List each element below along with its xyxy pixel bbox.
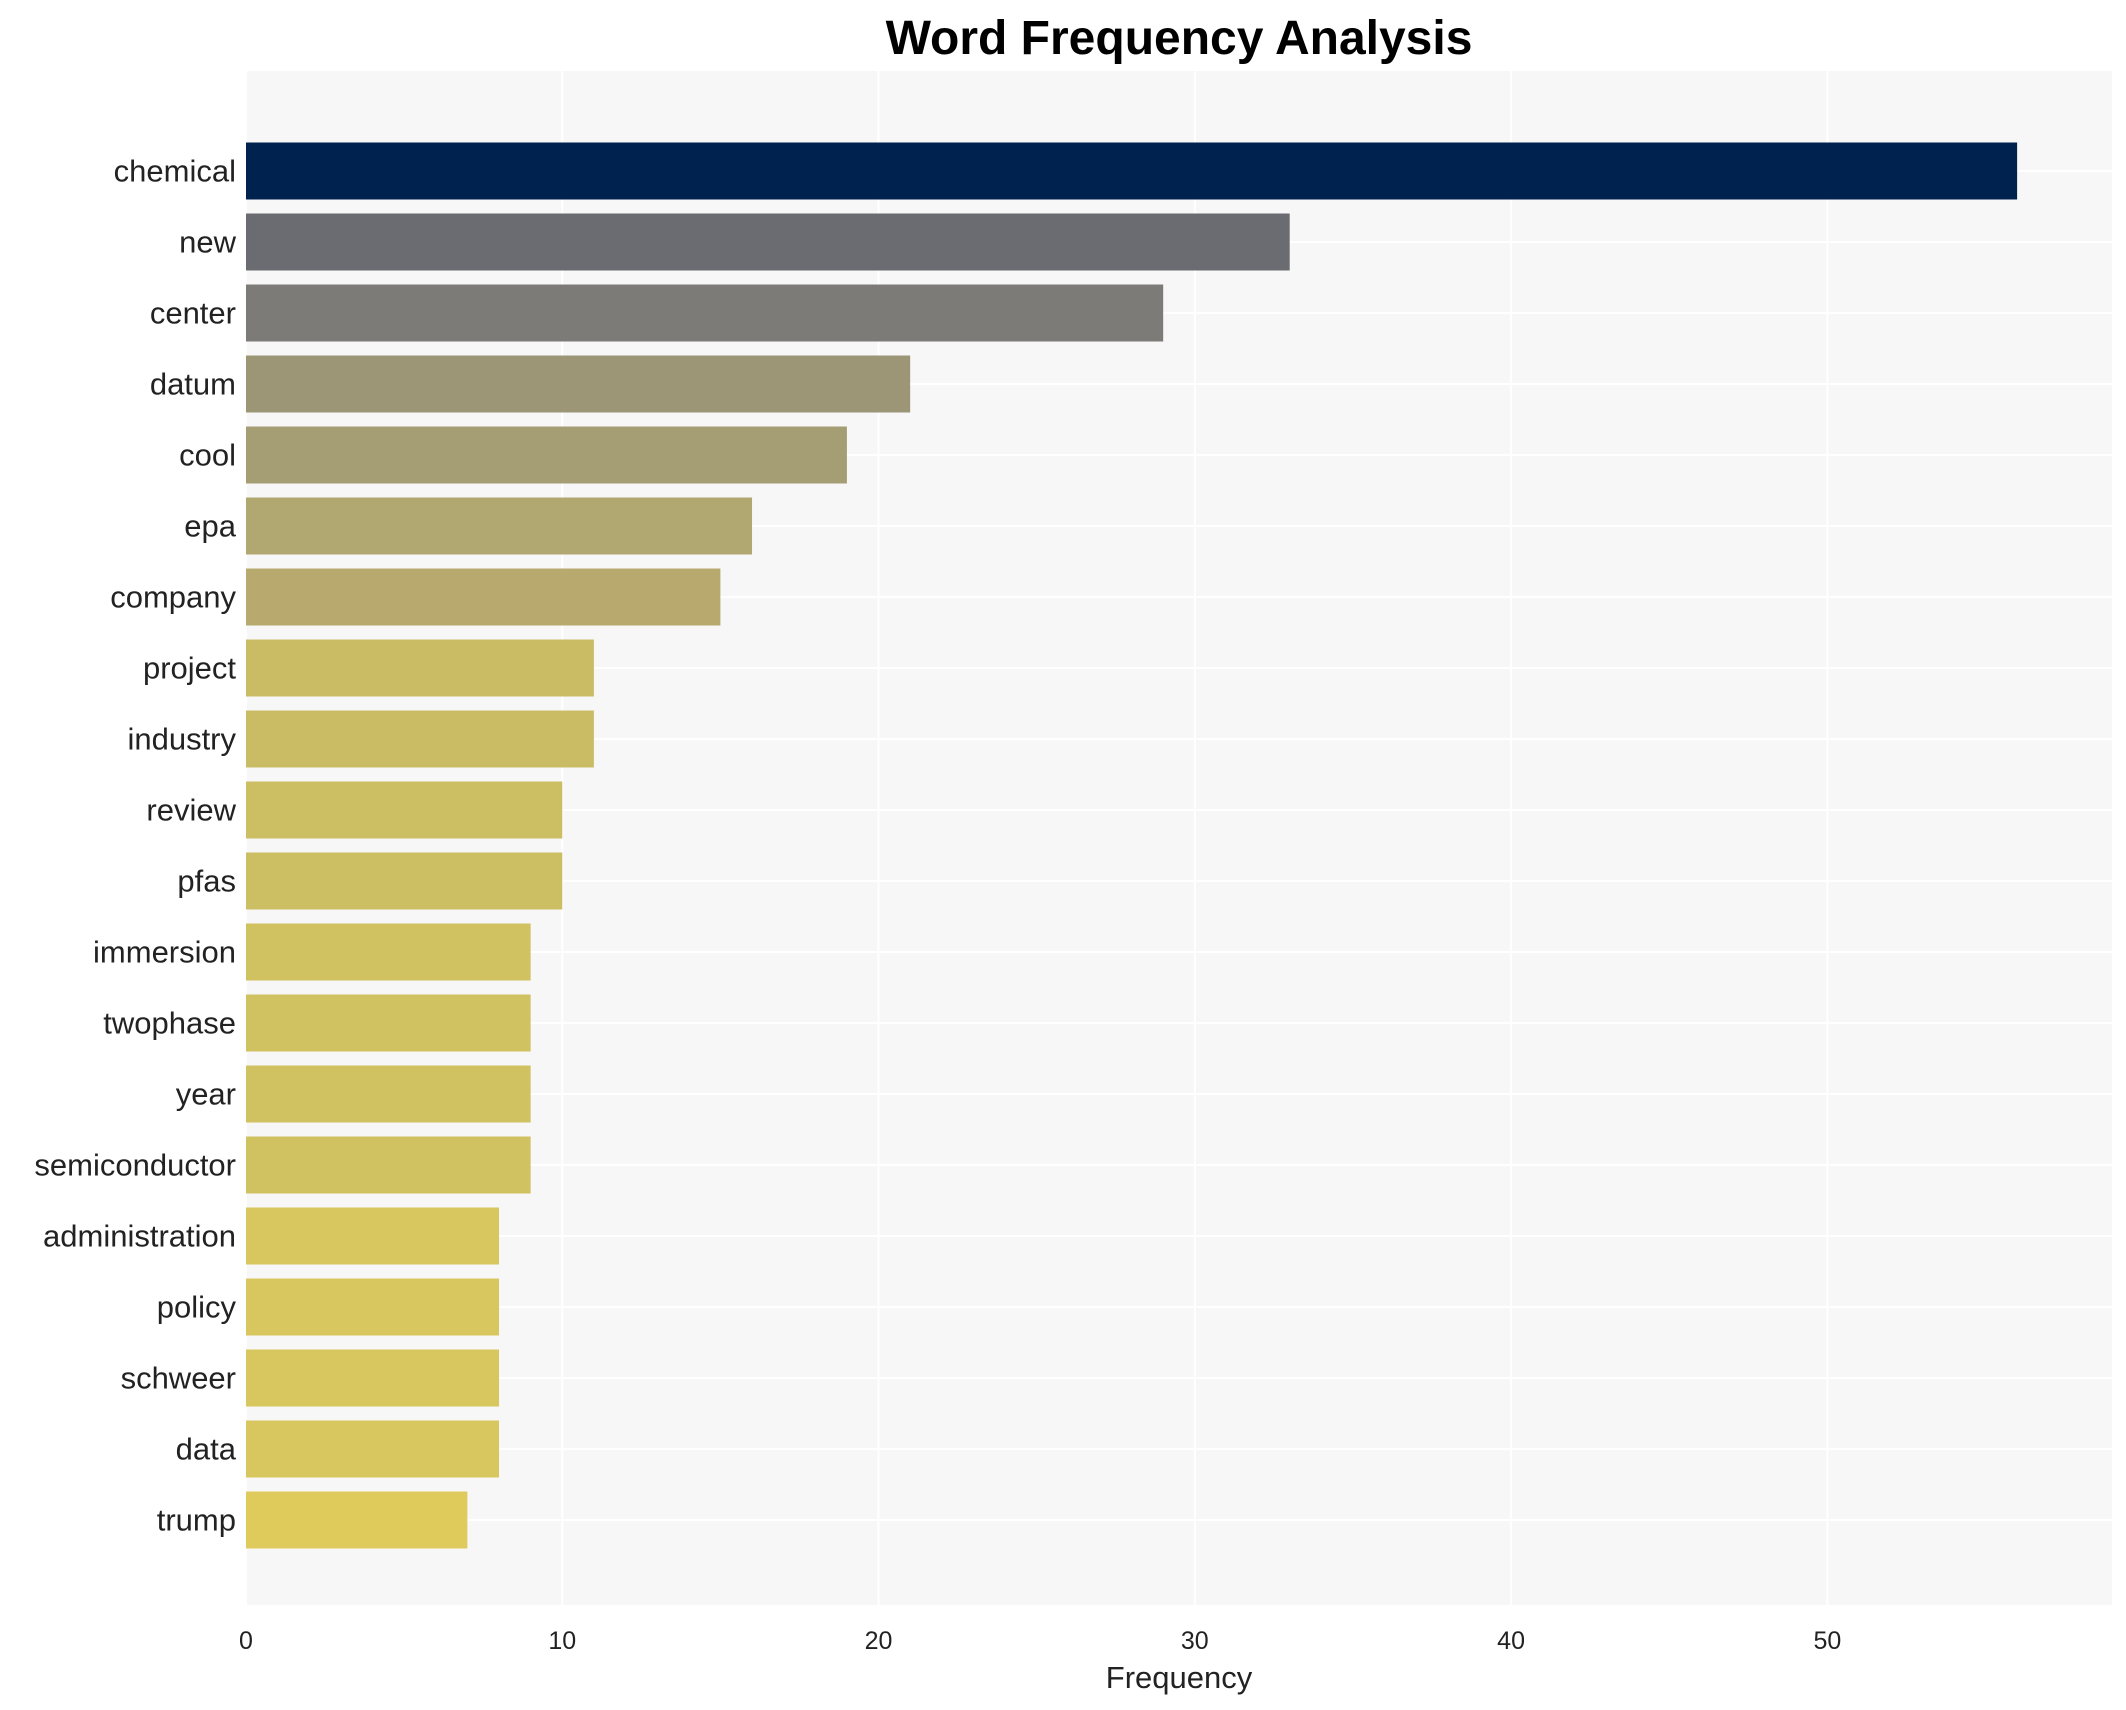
y-tick-label-trump: trump — [157, 1503, 236, 1538]
y-tick-label-administration: administration — [43, 1219, 236, 1254]
x-axis-label: Frequency — [1106, 1660, 1253, 1695]
y-tick-label-twophase: twophase — [103, 1006, 236, 1041]
y-tick-label-center: center — [150, 296, 236, 331]
x-tick-label: 30 — [1181, 1627, 1209, 1655]
bar-pfas — [246, 852, 563, 910]
y-tick-label-policy: policy — [157, 1290, 237, 1325]
bars — [246, 142, 2018, 1549]
bar-schweer — [246, 1349, 500, 1407]
bar-trump — [246, 1491, 468, 1549]
x-tick-label: 10 — [548, 1627, 576, 1655]
bar-semiconductor — [246, 1136, 531, 1194]
x-tick-label: 50 — [1813, 1627, 1841, 1655]
chart-title: Word Frequency Analysis — [886, 12, 1473, 65]
y-tick-label-industry: industry — [127, 722, 236, 757]
y-tick-label-year: year — [176, 1077, 236, 1112]
x-tick-label: 20 — [865, 1627, 893, 1655]
bar-twophase — [246, 994, 531, 1052]
bar-company — [246, 568, 721, 626]
bar-data — [246, 1420, 500, 1478]
bar-policy — [246, 1278, 500, 1336]
y-tick-label-new: new — [179, 225, 236, 260]
y-tick-label-review: review — [146, 793, 236, 828]
y-tick-label-datum: datum — [150, 367, 236, 402]
y-tick-label-immersion: immersion — [93, 935, 236, 970]
bar-immersion — [246, 923, 531, 981]
bar-datum — [246, 355, 911, 413]
bar-center — [246, 284, 1164, 342]
bar-administration — [246, 1207, 500, 1265]
y-tick-label-epa: epa — [184, 509, 236, 544]
y-tick-labels: chemical new center datum cool epa company proj… — [34, 154, 236, 1538]
y-tick-label-semiconductor: semiconductor — [34, 1148, 236, 1183]
y-tick-label-pfas: pfas — [177, 864, 236, 899]
bar-review — [246, 781, 563, 839]
y-tick-label-chemical: chemical — [114, 154, 236, 189]
bar-year — [246, 1065, 531, 1123]
x-tick-label: 40 — [1497, 1627, 1525, 1655]
bar-industry — [246, 710, 594, 768]
bar-cool — [246, 426, 847, 484]
bar-new — [246, 213, 1290, 271]
bar-chemical — [246, 142, 2018, 200]
y-tick-label-project: project — [143, 651, 236, 686]
x-tick-label: 0 — [239, 1627, 253, 1655]
y-tick-label-data: data — [176, 1432, 237, 1467]
y-tick-label-cool: cool — [179, 438, 236, 473]
x-tick-labels: 0 10 20 30 40 50 — [239, 1627, 1841, 1655]
y-tick-label-schweer: schweer — [121, 1361, 236, 1396]
y-tick-label-company: company — [110, 580, 236, 615]
bar-project — [246, 639, 594, 697]
bar-epa — [246, 497, 753, 555]
